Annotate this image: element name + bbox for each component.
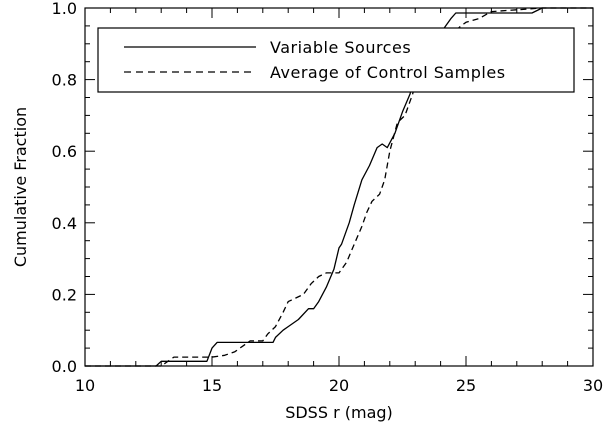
x-axis-ticks	[84, 8, 594, 366]
legend: Variable Sources Average of Control Samp…	[97, 27, 575, 93]
legend-label-variable-sources: Variable Sources	[270, 38, 411, 57]
y-tick-label: 0.2	[52, 285, 77, 304]
y-tick-label: 0.4	[52, 214, 77, 233]
y-tick-label: 0.6	[52, 142, 77, 161]
y-axis-tick-labels: 0.0 0.2 0.4 0.6 0.8 1.0	[52, 0, 77, 376]
x-tick-label: 15	[202, 376, 222, 395]
y-axis-ticks	[85, 7, 593, 367]
y-tick-label: 0.0	[52, 357, 77, 376]
y-tick-label: 1.0	[52, 0, 77, 18]
y-tick-label: 0.8	[52, 71, 77, 90]
y-axis-label: Cumulative Fraction	[11, 107, 30, 267]
series-line-variable-sources	[85, 7, 593, 367]
x-tick-label: 25	[456, 376, 476, 395]
x-tick-label: 20	[329, 376, 349, 395]
x-tick-label: 10	[75, 376, 95, 395]
series-group	[85, 7, 593, 367]
x-axis-tick-labels: 10 15 20 25 30	[75, 376, 603, 395]
legend-box	[97, 27, 575, 93]
series-line-control-samples	[85, 7, 593, 367]
legend-label-control-samples: Average of Control Samples	[270, 63, 506, 82]
x-tick-label: 30	[583, 376, 603, 395]
x-axis-label: SDSS r (mag)	[285, 403, 393, 422]
